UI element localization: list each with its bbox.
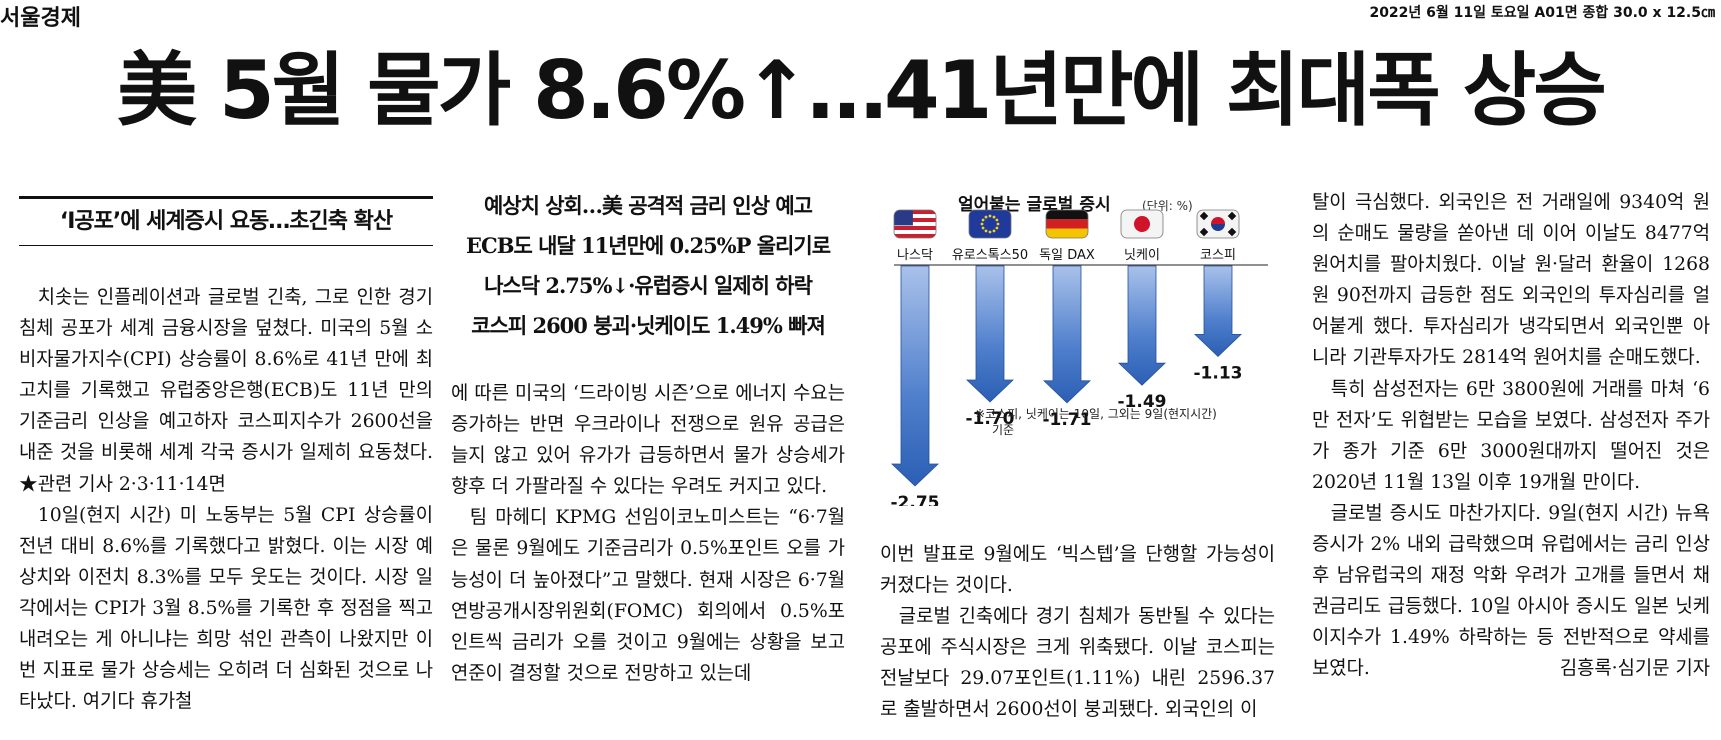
issue-info: 2022년 6월 11일 토요일 A01면 종합 30.0 x 12.5㎝ — [1369, 5, 1715, 21]
subheadline: ‘I공포’에 세계증시 요동…초긴축 확산 — [19, 196, 433, 246]
chart-note-line: ※코스피, 닛케이는 10일, 그외는 9일(현지시간) — [975, 407, 1217, 421]
stock-decline-chart: 얼어붙는 글로벌 증시 (단위: %) 나스닥 유로스톡스50 독일 DAX 닛케이 코… — [891, 195, 1268, 506]
bar-arrow — [1194, 265, 1242, 357]
category-label: 유로스톡스50 — [952, 248, 1028, 263]
byline: 김흥록·심기문 기자 — [1559, 658, 1710, 680]
deck-line: 나스닥 2.75%↓·유럽증시 일제히 하락 — [484, 273, 813, 298]
germany-flag-icon — [1045, 209, 1089, 239]
paragraph: 글로벌 증시도 마찬가지다. 9일(현지 시간) 뉴욕증시가 2% 내외 급락했… — [1312, 498, 1710, 685]
chart-unit: (단위: %) — [1142, 199, 1193, 213]
bar-arrow — [1118, 265, 1166, 386]
paragraph: 특히 삼성전자는 6만 3800원에 거래를 마쳐 ‘6만 전자’도 위협받는 … — [1312, 378, 1710, 493]
value-label: -2.75 — [891, 493, 940, 506]
paragraph: 에 따른 미국의 ‘드라이빙 시즌’으로 에너지 수요는 증가하는 반면 우크라… — [451, 383, 845, 498]
deck-line: ECB도 내달 11년만에 0.25%P 올리기로 — [465, 233, 831, 258]
paragraph: 치솟는 인플레이션과 글로벌 긴축, 그로 인한 경기 침체 공포가 세계 금융… — [19, 287, 433, 495]
bar-arrow — [1043, 265, 1091, 404]
category-label: 나스닥 — [897, 248, 933, 263]
bar-arrow — [891, 265, 939, 487]
headline: 美 5월 물가 8.6%↑…41년만에 최대폭 상승 — [117, 44, 1607, 137]
category-label: 독일 DAX — [1039, 248, 1095, 263]
value-label: -1.70 — [966, 409, 1015, 429]
value-label: -1.49 — [1118, 392, 1167, 412]
japan-flag-icon — [1120, 209, 1164, 239]
bar-arrow — [966, 265, 1014, 403]
korea-flag-icon — [1196, 209, 1240, 239]
paragraph: 이번 발표로 9월에도 ‘빅스텝’을 단행할 가능성이 커졌다는 것이다. — [880, 544, 1275, 597]
category-label: 코스피 — [1200, 248, 1236, 263]
category-label: 닛케이 — [1124, 248, 1160, 263]
eu-flag-icon — [968, 209, 1012, 239]
deck-line: 코스피 2600 붕괴·닛케이도 1.49% 빠져 — [471, 313, 826, 338]
deck: 예상치 상회…美 공격적 금리 인상 예고 ECB도 내달 11년만에 0.25… — [451, 186, 845, 346]
us-flag-icon — [893, 209, 937, 239]
deck-line: 예상치 상회…美 공격적 금리 인상 예고 — [483, 193, 813, 218]
paragraph-text: 글로벌 증시도 마찬가지다. 9일(현지 시간) 뉴욕증시가 2% 내외 급락했… — [1312, 502, 1710, 680]
value-label: -1.71 — [1043, 410, 1092, 430]
value-label: -1.13 — [1194, 363, 1243, 383]
masthead: 서울경제 — [0, 5, 81, 31]
chart-note-line: 기준 — [992, 423, 1014, 437]
paragraph: 글로벌 긴축에다 경기 침체가 동반될 수 있다는 공포에 주식시장은 크게 위… — [880, 606, 1275, 721]
paragraph: 팀 마헤디 KPMG 선임이코노미스트는 “6·7월은 물론 9월에도 기준금리… — [451, 507, 845, 684]
paragraph: 탈이 극심했다. 외국인은 전 거래일에 9340억 원의 순매도 물량을 쏟아… — [1312, 192, 1710, 369]
paragraph: 10일(현지 시간) 미 노동부는 5월 CPI 상승률이 전년 대비 8.6%… — [19, 504, 433, 713]
